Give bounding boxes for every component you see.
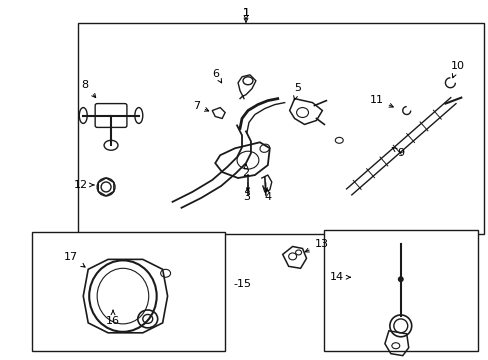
Text: 17: 17 [64,252,85,267]
Text: 12: 12 [74,180,94,190]
Text: 14: 14 [329,272,344,282]
Bar [32,231,224,351]
Text: 16: 16 [106,310,120,326]
Bar [78,23,483,234]
Bar [324,230,477,351]
Text: 2: 2 [242,164,249,178]
Text: 7: 7 [192,100,208,111]
Text: 13: 13 [305,239,328,252]
Text: 1: 1 [242,8,249,18]
Text: 5: 5 [293,83,301,100]
Text: 1: 1 [242,8,249,22]
Text: 6: 6 [212,69,221,83]
Text: 11: 11 [369,95,392,107]
Ellipse shape [397,276,403,282]
Text: 4: 4 [264,189,271,202]
Text: -15: -15 [233,279,250,289]
Text: 9: 9 [391,148,404,158]
Text: 10: 10 [449,61,464,78]
Text: 8: 8 [81,80,96,98]
Text: 3: 3 [243,188,250,202]
